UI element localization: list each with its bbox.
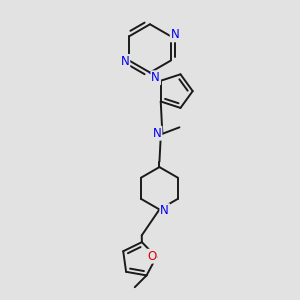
Text: N: N — [171, 28, 179, 41]
Text: N: N — [153, 127, 161, 140]
Text: N: N — [121, 55, 129, 68]
Text: N: N — [152, 71, 160, 84]
Text: N: N — [160, 204, 169, 217]
Text: O: O — [147, 250, 156, 263]
